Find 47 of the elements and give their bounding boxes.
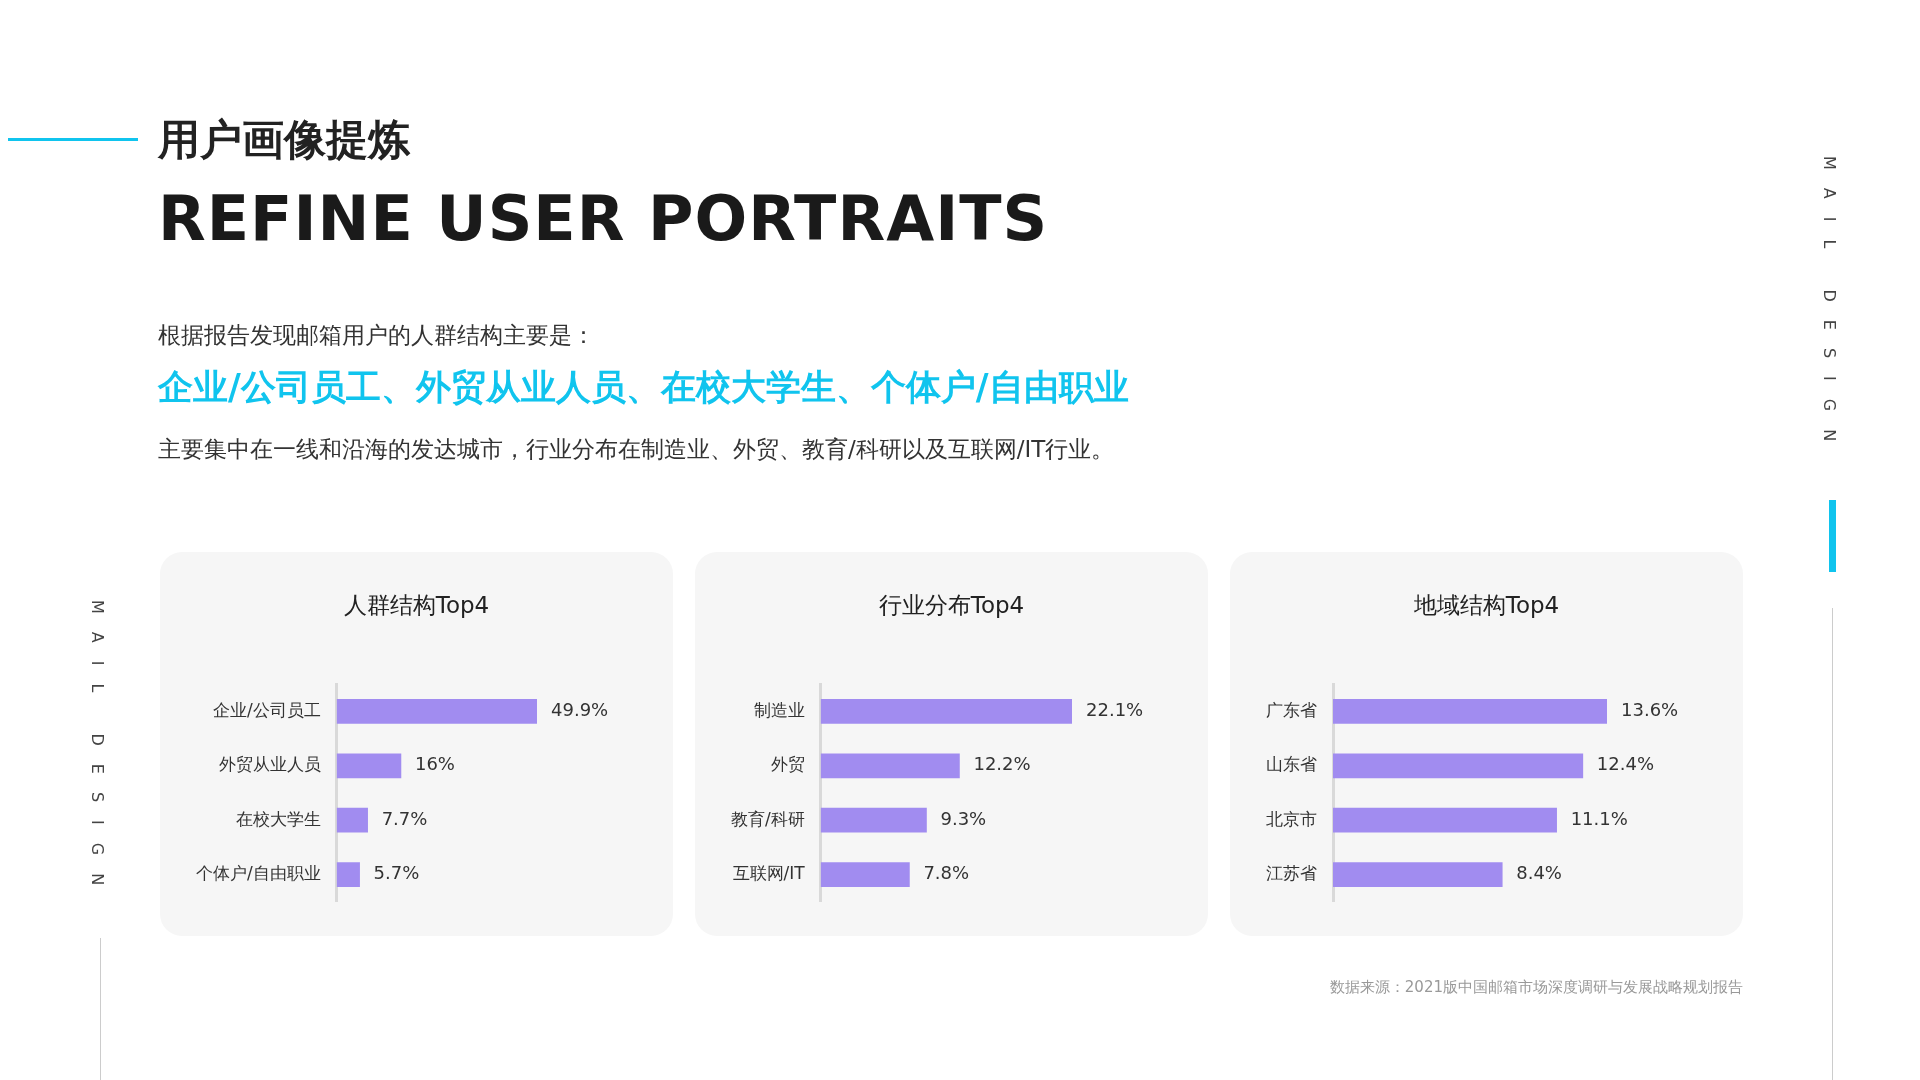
y-tick-label: 教育/科研	[730, 808, 805, 829]
y-tick-label: 外贸从业人员	[218, 754, 321, 775]
bar	[1333, 807, 1557, 833]
y-tick-label: 个体户/自由职业	[195, 863, 321, 884]
y-tick-label: 广东省	[1266, 699, 1317, 720]
chart-title: 人群结构Top4	[342, 591, 491, 620]
data-label: 12.4%	[1596, 753, 1655, 775]
text: MAIL DESIGN	[88, 600, 107, 904]
bar	[820, 862, 910, 887]
bar	[336, 807, 368, 833]
y-tick-label: 北京市	[1266, 808, 1317, 829]
chart-title: 地域结构Top4	[1412, 591, 1561, 620]
bar	[336, 753, 402, 779]
data-label: 11.1%	[1570, 807, 1628, 829]
text: 根据报告发现邮箱用户的人群结构主要是：	[158, 321, 595, 350]
data-label: 5.7%	[373, 862, 420, 884]
bar	[336, 699, 537, 724]
bar	[336, 862, 360, 887]
bar	[1333, 699, 1607, 724]
text: REFINE USER PORTRAITS	[158, 182, 1049, 255]
y-tick-label: 江苏省	[1266, 863, 1317, 884]
bar	[820, 753, 960, 779]
bar	[1333, 862, 1503, 887]
data-label: 7.7%	[381, 807, 428, 829]
bar	[820, 807, 927, 833]
data-label: 13.6%	[1621, 699, 1679, 721]
bar	[820, 699, 1072, 724]
data-label: 22.1%	[1086, 699, 1144, 721]
text: 用户画像提炼	[158, 114, 410, 166]
y-tick-label: 制造业	[753, 699, 805, 720]
chart-title: 行业分布Top4	[877, 591, 1026, 620]
text: 企业/公司员工、外贸从业人员、在校大学生、个体户/自由职业	[158, 366, 1129, 409]
data-label: 16%	[414, 753, 455, 775]
text: MAIL DESIGN	[1820, 156, 1839, 460]
y-tick-label: 互联网/IT	[732, 863, 806, 884]
data-label: 12.2%	[973, 753, 1031, 775]
y-tick-label: 在校大学生	[235, 808, 321, 829]
data-label: 49.9%	[551, 699, 609, 721]
data-label: 7.8%	[923, 862, 970, 884]
data-label: 9.3%	[940, 807, 987, 829]
data-label: 8.4%	[1516, 862, 1562, 884]
text: 主要集中在一线和沿海的发达城市，行业分布在制造业、外贸、教育/科研以及互联网/IT行业。	[158, 435, 1115, 464]
y-tick-label: 外贸	[770, 754, 805, 775]
y-tick-label: 山东省	[1266, 754, 1317, 775]
y-tick-label: 企业/公司员工	[212, 699, 321, 720]
source-note: 数据来源：2021版中国邮箱市场深度调研与发展战略规划报告	[1329, 978, 1743, 997]
bar	[1333, 753, 1584, 779]
